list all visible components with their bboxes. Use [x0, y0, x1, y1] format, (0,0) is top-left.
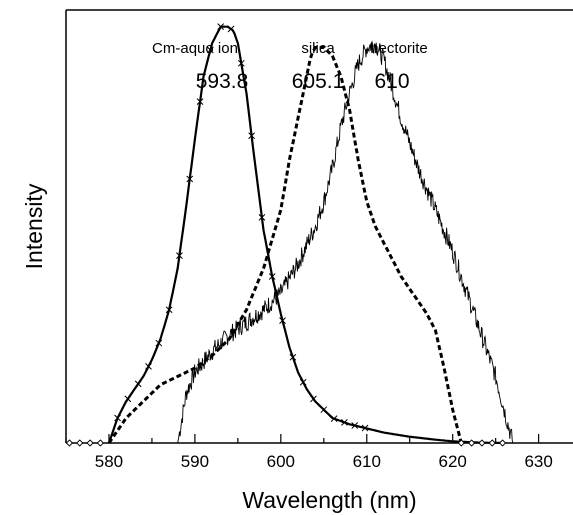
baseline-marker	[478, 439, 486, 447]
series-marker	[310, 395, 317, 403]
series-marker	[155, 339, 163, 347]
series-hectorite	[177, 40, 514, 444]
series-line	[177, 40, 514, 444]
annotation-peak-value: 605.1	[292, 70, 345, 93]
x-tick-label: 590	[181, 452, 209, 471]
annotation-series-name: hectorite	[370, 40, 428, 57]
series-marker	[134, 380, 142, 388]
series-marker	[279, 317, 286, 324]
series-marker	[330, 415, 338, 422]
x-tick-label: 610	[353, 452, 381, 471]
series-marker	[299, 378, 307, 386]
baseline-marker	[498, 439, 507, 447]
baseline-marker	[86, 439, 94, 447]
annotation-peak-value: 593.8	[196, 70, 249, 93]
series-marker	[320, 406, 328, 414]
series-silica	[107, 46, 463, 444]
series-marker	[217, 23, 225, 31]
series-marker	[145, 363, 152, 370]
annotation-series-name: Cm-aquo ion	[152, 40, 238, 57]
series-layer	[65, 23, 514, 447]
series-marker	[176, 252, 183, 259]
series-marker	[227, 25, 235, 33]
series-marker	[258, 213, 266, 221]
baseline-marker	[96, 439, 105, 447]
x-tick-label: 630	[524, 452, 552, 471]
series-cm-aquo-ion	[107, 23, 505, 445]
baseline-markers	[65, 439, 507, 447]
annotation-peak-value: 610	[374, 70, 409, 93]
x-tick-label: 620	[439, 452, 467, 471]
series-marker	[207, 46, 214, 54]
series-marker	[237, 59, 245, 67]
x-tick-label: 600	[267, 452, 295, 471]
series-marker	[351, 422, 359, 429]
series-line	[107, 46, 463, 444]
baseline-marker	[488, 439, 496, 447]
x-axis-title: Wavelength (nm)	[242, 487, 416, 513]
annotation-series-name: silica	[301, 40, 335, 57]
series-marker	[114, 414, 121, 422]
x-axis-ticks: 580 590 600 610 620 630	[65, 434, 553, 471]
series-marker	[196, 98, 204, 105]
series-marker	[268, 273, 276, 280]
y-axis-title: Intensity	[21, 183, 47, 269]
series-marker	[124, 395, 132, 403]
series-line	[107, 25, 505, 445]
x-tick-label: 580	[95, 452, 123, 471]
series-marker	[341, 419, 348, 426]
baseline-marker	[76, 439, 84, 447]
series-marker	[165, 306, 173, 314]
series-marker	[289, 353, 297, 361]
baseline-marker	[457, 439, 465, 447]
baseline-marker	[65, 439, 74, 447]
peak-annotations: Cm-aquo ion 593.8 silica 605.1 hectorite 610	[152, 40, 428, 93]
series-marker	[186, 175, 194, 183]
baseline-marker	[467, 439, 476, 447]
series-marker	[248, 132, 255, 140]
series-marker	[361, 424, 369, 432]
